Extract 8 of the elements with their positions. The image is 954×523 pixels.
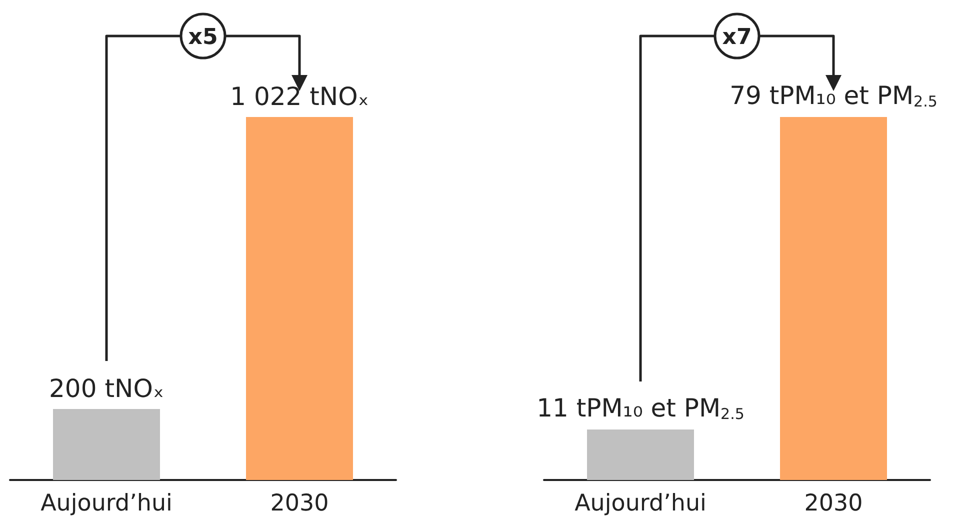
data-label: 1 022 tNOₓ <box>230 82 369 111</box>
x-tick-label: Aujourd’hui <box>40 490 172 516</box>
x-tick-label: 2030 <box>804 490 863 516</box>
text: x5 <box>188 25 218 50</box>
data-label: 200 tNOₓ <box>49 374 164 403</box>
text: x7 <box>722 25 752 50</box>
x-tick-label: Aujourd’hui <box>574 490 706 516</box>
x-tick-label: 2030 <box>270 490 329 516</box>
